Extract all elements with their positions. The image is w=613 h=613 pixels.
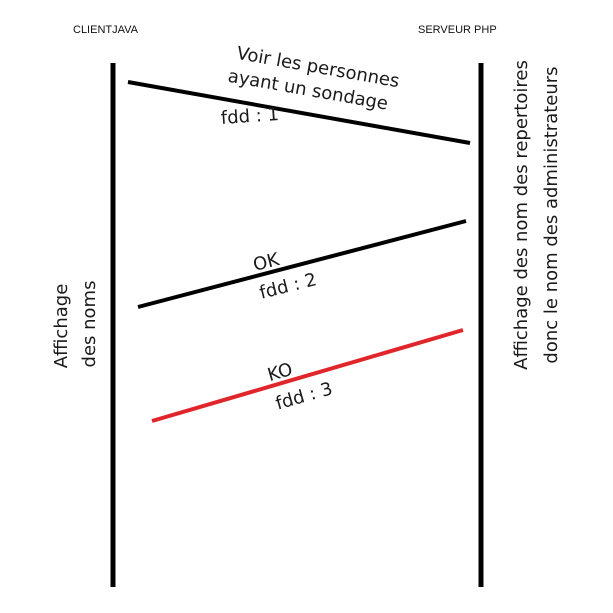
- message-2-arrow: [137, 219, 467, 309]
- client-note-line1: Affichage: [51, 284, 72, 369]
- actor-server-label: SERVEUR PHP: [418, 24, 497, 36]
- actor-client-label: CLIENTJAVA: [73, 24, 139, 36]
- message-1-fd-label: fdd : 1: [220, 104, 279, 129]
- message-3-arrow: [151, 328, 464, 423]
- client-note-line2: des noms: [79, 281, 100, 368]
- server-note-line2: donc le nom des administrateurs: [541, 66, 562, 363]
- server-note-line1: Affichage des nom des repertoires: [511, 60, 532, 370]
- message-1-arrow: [127, 80, 471, 145]
